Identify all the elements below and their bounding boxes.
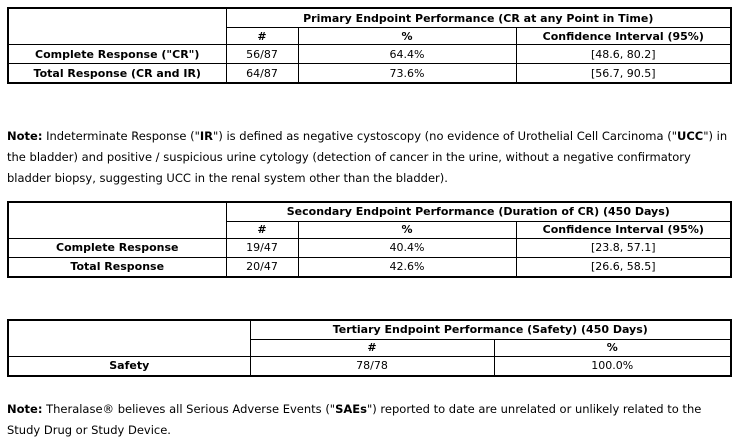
note-term-ucc: UCC [676,129,704,143]
value-percent: 73.6% [297,63,517,84]
value-confidence-interval: [23.8, 57.1] [515,237,732,258]
note-text: Indeterminate Response (" [42,129,200,143]
indeterminate-response-note: Note: Indeterminate Response ("IR") is d… [7,126,737,189]
primary-endpoint-table: Primary Endpoint Performance (CR at any … [7,7,732,84]
note-text: ") reported to date are unrelated or unl… [7,401,702,437]
row-label: Total Response [7,256,227,277]
empty-corner-cell [7,319,251,357]
column-header-number: # [225,27,299,45]
table-row: Total Response 20/47 42.6% [26.6, 58.5] [7,256,732,277]
secondary-endpoint-table: Secondary Endpoint Performance (Duration… [7,200,733,278]
table-title: Primary Endpoint Performance (CR at any … [225,7,732,28]
table-title: Secondary Endpoint Performance (Duration… [225,201,732,222]
column-header-confidence-interval: Confidence Interval (95%) [515,27,732,45]
value-number: 56/87 [225,44,299,64]
value-percent: 40.4% [297,237,517,258]
table-row: Safety 78/78 100.0% [7,355,732,376]
table-row: Complete Response 19/47 40.4% [23.8, 57.… [7,237,732,258]
row-label: Safety [7,355,251,376]
note-text: Theralase® believes all Serious Adverse … [42,401,336,416]
column-header-row: # % Confidence Interval (95%) [8,27,732,45]
table-title-row: Secondary Endpoint Performance (Duration… [7,201,732,239]
column-header-percent: % [493,338,732,357]
value-number: 20/47 [225,256,299,277]
value-confidence-interval: [26.6, 58.5] [515,256,732,277]
row-label: Complete Response [7,237,227,258]
value-number: 64/87 [225,63,299,84]
column-header-number: # [225,220,299,239]
value-number: 19/47 [225,237,299,258]
row-label: Complete Response ("CR") [7,44,227,64]
sae-note: Note: Theralase® believes all Serious Ad… [7,399,737,441]
table-title-row: Tertiary Endpoint Performance (Safety) (… [7,319,732,357]
table-title-row: Primary Endpoint Performance (CR at any … [7,7,732,45]
note-text: ") in the bladder) and positive / suspic… [7,129,728,185]
value-percent: 42.6% [297,256,517,277]
column-header-row: # % [8,338,732,357]
value-number: 78/78 [249,355,495,376]
note-text: ") is defined as negative cystoscopy (no… [213,129,677,143]
empty-corner-cell [7,201,227,239]
note-label: Note: [7,129,43,143]
note-term-saes: SAEs [335,401,367,416]
column-header-percent: % [297,220,517,239]
column-header-percent: % [297,27,517,45]
row-label: Total Response (CR and IR) [7,63,227,84]
table-title: Tertiary Endpoint Performance (Safety) (… [249,319,732,340]
note-term-ir: IR [199,129,214,143]
value-confidence-interval: [48.6, 80.2] [515,44,732,64]
tertiary-endpoint-table: Tertiary Endpoint Performance (Safety) (… [7,318,733,377]
table-row: Total Response (CR and IR) 64/87 73.6% [… [7,63,732,84]
column-header-confidence-interval: Confidence Interval (95%) [515,220,732,239]
empty-corner-cell [7,7,227,45]
value-percent: 64.4% [297,44,517,64]
column-header-row: # % Confidence Interval (95%) [8,220,732,239]
table-row: Complete Response ("CR") 56/87 64.4% [48… [7,44,732,64]
column-header-number: # [249,338,495,357]
value-confidence-interval: [56.7, 90.5] [515,63,732,84]
note-label: Note: [7,401,43,416]
value-percent: 100.0% [493,355,732,376]
